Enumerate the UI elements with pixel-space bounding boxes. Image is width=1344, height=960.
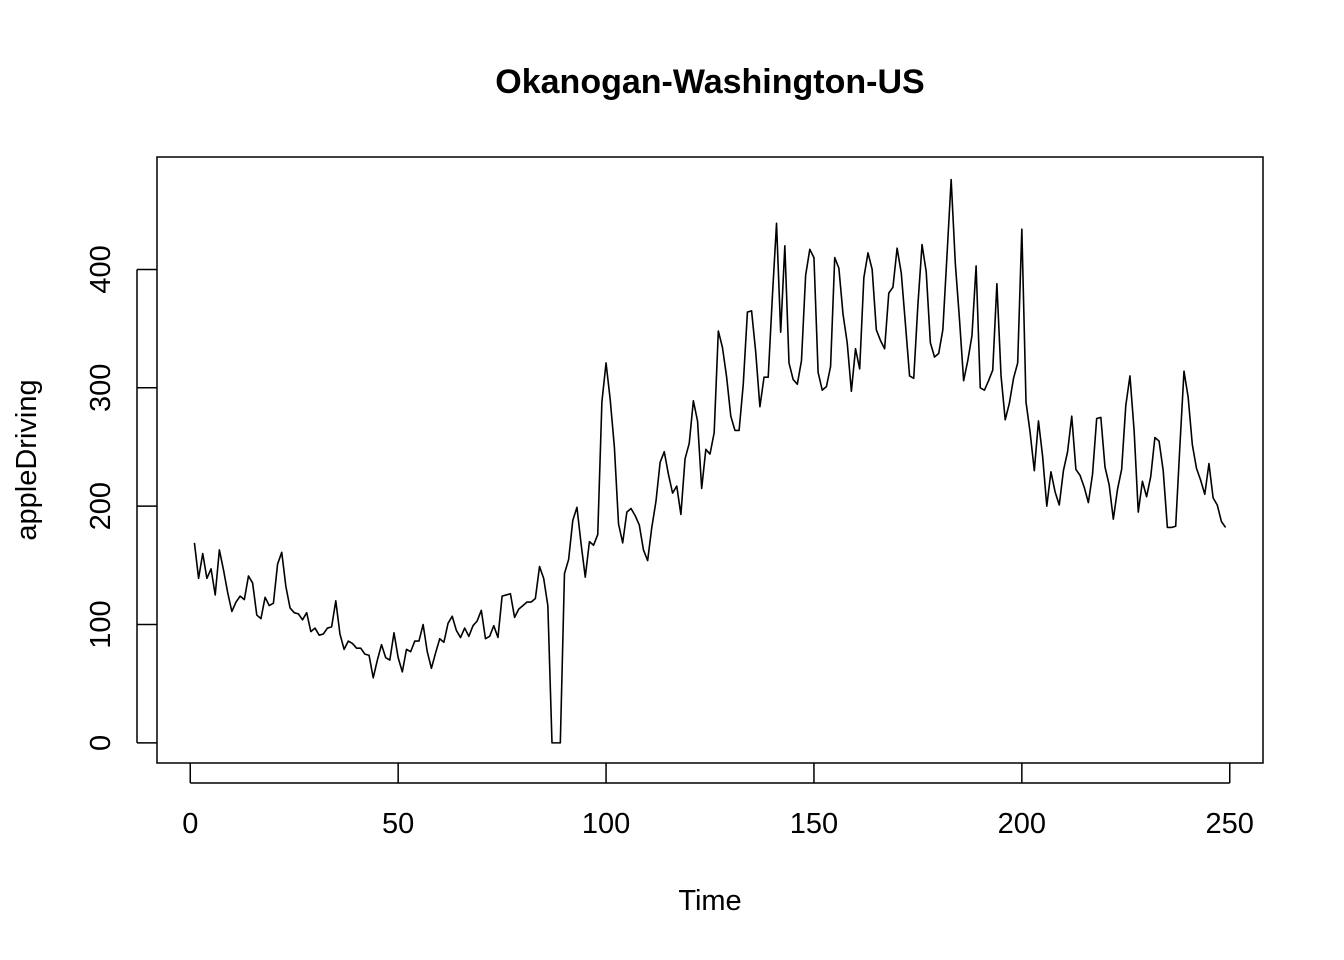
x-tick-label: 50 xyxy=(382,808,414,840)
y-tick-label: 200 xyxy=(85,482,117,530)
plot-frame xyxy=(156,156,1264,764)
chart-title: Okanogan-Washington-US xyxy=(495,63,924,101)
y-tick-label: 300 xyxy=(85,364,117,412)
y-tick-label: 400 xyxy=(85,245,117,293)
x-axis-label: Time xyxy=(678,885,741,917)
x-tick-label: 250 xyxy=(1206,808,1254,840)
x-tick-label: 200 xyxy=(998,808,1046,840)
y-tick-label: 100 xyxy=(85,600,117,648)
y-axis-label: appleDriving xyxy=(11,379,43,540)
y-tick-label: 0 xyxy=(85,735,117,751)
y-axis: 0 100 200 300 400 xyxy=(85,245,157,751)
x-tick-label: 0 xyxy=(182,808,198,840)
series-line xyxy=(193,178,1227,744)
x-tick-label: 150 xyxy=(790,808,838,840)
x-axis: 0 50 100 150 200 250 xyxy=(182,763,1254,840)
x-tick-label: 100 xyxy=(582,808,630,840)
